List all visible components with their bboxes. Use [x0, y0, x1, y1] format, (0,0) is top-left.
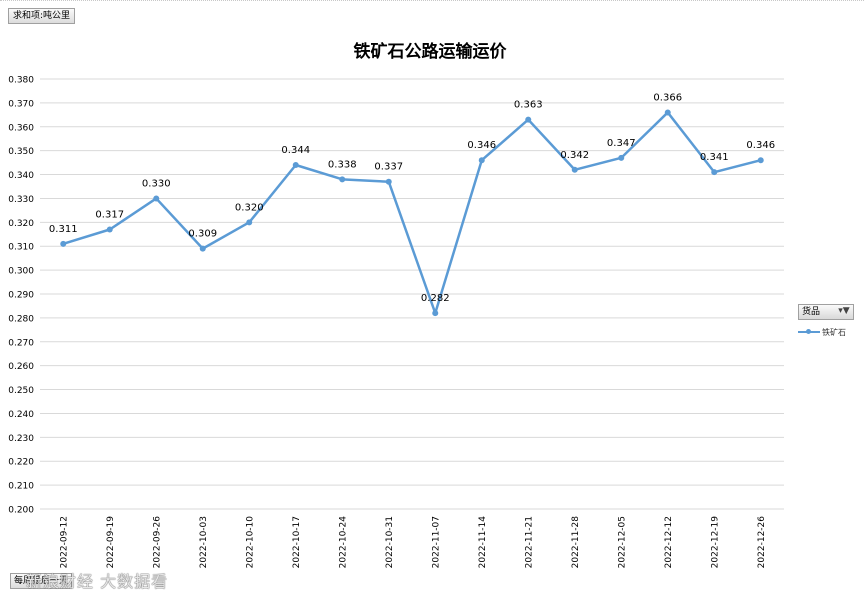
y-tick-label: 0.370	[8, 99, 34, 109]
y-tick-label: 0.240	[8, 410, 34, 420]
data-labels: 0.311 0.317 0.330 0.309 0.320 0.344 0.338 0.337…	[49, 92, 775, 304]
legend-item-label: 铁矿石	[822, 327, 846, 337]
x-tick-label: 2022-12-12	[664, 516, 674, 568]
data-point	[60, 240, 67, 247]
data-point	[199, 245, 206, 252]
data-label: 0.320	[235, 202, 264, 213]
watermark: 新浪财经 大数据看	[26, 572, 169, 591]
y-tick-label: 0.380	[8, 76, 34, 86]
data-point	[432, 310, 439, 317]
x-tick-label: 2022-10-17	[292, 516, 302, 568]
x-tick-label: 2022-12-19	[710, 516, 720, 569]
data-label: 0.342	[560, 150, 589, 161]
data-point	[385, 178, 392, 185]
data-point	[571, 166, 578, 173]
y-tick-label: 0.360	[8, 123, 34, 133]
data-label: 0.363	[514, 100, 543, 111]
x-tick-label: 2022-11-14	[478, 516, 488, 569]
legend-field-button[interactable]: 货品 ▾▼	[798, 304, 854, 320]
legend-swatch	[798, 328, 820, 336]
y-tick-label: 0.350	[8, 147, 34, 157]
data-point	[153, 195, 160, 202]
x-tick-label: 2022-11-21	[524, 516, 534, 568]
x-tick-label: 2022-10-31	[385, 516, 395, 568]
x-tick-label: 2022-09-19	[106, 516, 116, 569]
filter-dropdown-icon[interactable]: ▾▼	[838, 306, 850, 316]
data-point	[478, 157, 485, 164]
y-tick-label: 0.210	[8, 482, 34, 492]
data-label: 0.330	[142, 178, 171, 189]
y-tick-label: 0.260	[8, 362, 34, 372]
data-point	[246, 219, 253, 226]
y-tick-label: 0.270	[8, 338, 34, 348]
grid-layer	[40, 78, 784, 510]
x-axis: 2022-09-12 2022-09-19 2022-09-26 2022-10-03…	[59, 516, 767, 569]
chart-title: 铁矿石公路运输运价	[354, 41, 508, 62]
x-tick-label: 2022-12-26	[757, 516, 767, 569]
x-tick-label: 2022-09-12	[59, 516, 69, 568]
data-label: 0.346	[746, 140, 775, 151]
data-point	[664, 109, 671, 116]
data-point	[106, 226, 113, 233]
x-tick-label: 2022-11-28	[571, 516, 581, 569]
data-label: 0.346	[467, 140, 496, 151]
value-field-button[interactable]: 求和项:吨公里	[8, 8, 76, 24]
series-line	[62, 111, 762, 315]
y-tick-label: 0.310	[8, 243, 34, 253]
data-label: 0.282	[421, 293, 450, 304]
legend-item: 铁矿石	[798, 326, 854, 338]
y-tick-label: 0.340	[8, 171, 34, 181]
x-tick-label: 2022-10-24	[338, 516, 348, 569]
data-label: 0.347	[607, 138, 636, 149]
y-tick-label: 0.220	[8, 458, 34, 468]
y-tick-label: 0.250	[8, 386, 34, 396]
data-point	[292, 162, 299, 168]
y-tick-label: 0.290	[8, 291, 34, 301]
series-layer	[60, 109, 764, 317]
legend-header-label: 货品	[802, 307, 821, 317]
data-label: 0.341	[700, 152, 729, 163]
data-label: 0.311	[49, 224, 78, 235]
x-tick-label: 2022-11-07	[431, 516, 441, 568]
x-tick-label: 2022-09-26	[152, 516, 162, 569]
data-point	[339, 176, 346, 183]
data-label: 0.344	[281, 145, 310, 156]
data-point	[525, 116, 532, 123]
y-axis: 0.200 0.210 0.220 0.230 0.240 0.250 0.260 0.270…	[8, 76, 34, 516]
data-point	[757, 157, 764, 164]
x-tick-label: 2022-10-03	[199, 516, 209, 568]
data-point	[618, 154, 625, 161]
data-label: 0.337	[374, 162, 403, 173]
y-tick-label: 0.280	[8, 314, 34, 324]
x-tick-label: 2022-10-10	[245, 516, 255, 569]
data-label: 0.317	[95, 210, 124, 221]
axis-field-button[interactable]: 每周最后一天	[10, 573, 73, 589]
x-tick-label: 2022-12-05	[617, 516, 627, 568]
sheet-top-border	[0, 0, 864, 7]
data-label: 0.338	[328, 159, 357, 170]
legend: 货品 ▾▼ 铁矿石	[798, 304, 854, 338]
y-tick-label: 0.320	[8, 219, 34, 229]
data-label: 0.366	[653, 92, 682, 103]
data-label: 0.309	[188, 229, 217, 240]
y-tick-label: 0.200	[8, 506, 34, 516]
y-tick-label: 0.330	[8, 195, 34, 205]
y-tick-label: 0.300	[8, 267, 34, 277]
y-tick-label: 0.230	[8, 434, 34, 444]
data-point	[711, 169, 718, 176]
